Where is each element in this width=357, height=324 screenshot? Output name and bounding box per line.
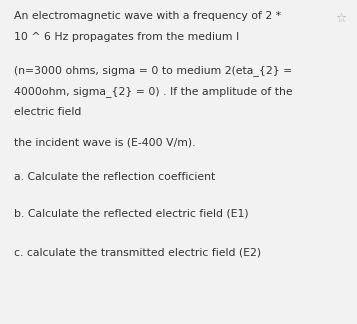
Text: 10 ^ 6 Hz propagates from the medium I: 10 ^ 6 Hz propagates from the medium I xyxy=(14,32,240,42)
Text: b. Calculate the reflected electric field (E1): b. Calculate the reflected electric fiel… xyxy=(14,209,249,219)
Text: c. calculate the transmitted electric field (E2): c. calculate the transmitted electric fi… xyxy=(14,248,261,258)
Text: (n=3000 ohms, sigma = 0 to medium 2(eta_{2} =: (n=3000 ohms, sigma = 0 to medium 2(eta_… xyxy=(14,65,292,76)
Text: ☆: ☆ xyxy=(335,11,347,24)
Text: An electromagnetic wave with a frequency of 2 *: An electromagnetic wave with a frequency… xyxy=(14,11,281,21)
Text: a. Calculate the reflection coefficient: a. Calculate the reflection coefficient xyxy=(14,172,216,182)
Text: the incident wave is (E-400 V/m).: the incident wave is (E-400 V/m). xyxy=(14,138,196,148)
Text: electric field: electric field xyxy=(14,107,82,117)
Text: 4000ohm, sigma_{2} = 0) . If the amplitude of the: 4000ohm, sigma_{2} = 0) . If the amplitu… xyxy=(14,86,293,97)
